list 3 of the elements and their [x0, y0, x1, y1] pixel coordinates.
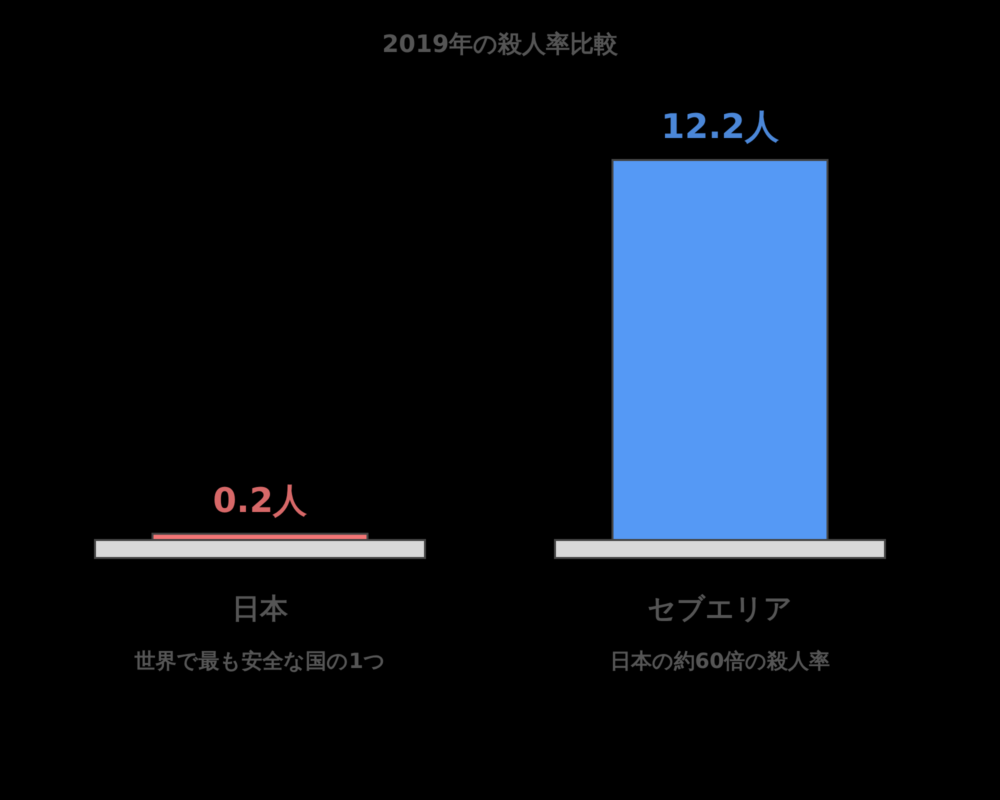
- annotation: 日本の約60倍の殺人率: [610, 649, 830, 673]
- title: 2019年の殺人率比較: [382, 30, 618, 58]
- annotation: 世界で最も安全な国の1つ: [134, 649, 386, 673]
